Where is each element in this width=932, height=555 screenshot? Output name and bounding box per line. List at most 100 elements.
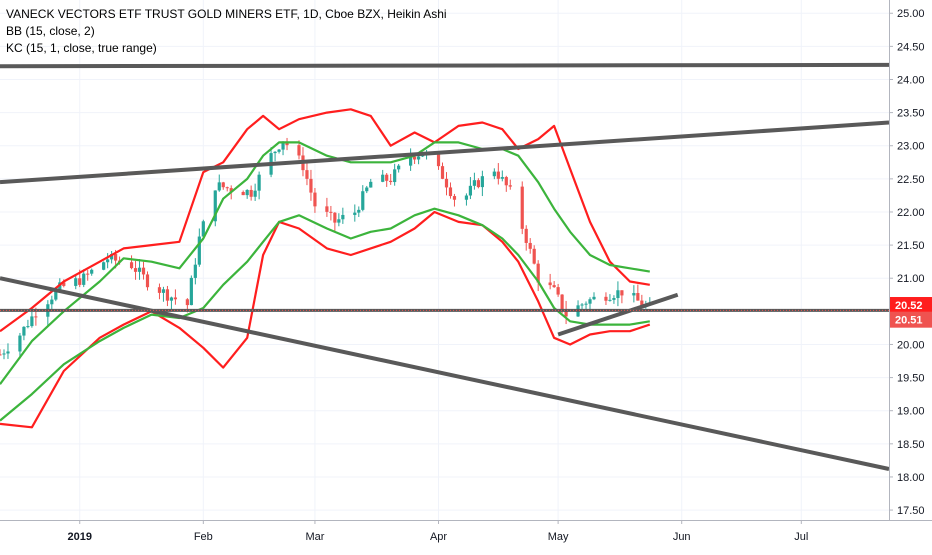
- candle-down: [440, 166, 445, 179]
- price-tick-label: 20.00: [897, 339, 925, 351]
- candle-up: [500, 177, 504, 179]
- price-label-text: 20.52: [895, 300, 923, 312]
- candle-down: [305, 170, 309, 179]
- candle-down: [636, 293, 640, 301]
- candle-up: [616, 290, 620, 299]
- time-tick-label: May: [548, 531, 569, 543]
- candle-down: [309, 178, 313, 193]
- price-tick-label: 19.00: [897, 406, 925, 418]
- trendline-upper-horizontal: [0, 62, 890, 69]
- candle-down: [325, 206, 329, 212]
- candle-down: [86, 273, 90, 275]
- time-tick-label: Jul: [794, 531, 808, 543]
- candle-up: [416, 156, 421, 160]
- candle-down: [520, 186, 524, 229]
- candle-up: [492, 171, 496, 177]
- candle-up: [22, 326, 26, 336]
- candle-up: [472, 180, 476, 186]
- candle-up: [608, 299, 612, 301]
- candle-up: [337, 219, 341, 223]
- candle-up: [201, 221, 205, 237]
- candle-up: [281, 141, 285, 150]
- price-tick-label: 17.50: [897, 505, 925, 517]
- candle-up: [341, 214, 345, 220]
- candle-up: [632, 293, 636, 296]
- candle-down: [141, 267, 146, 275]
- candle-down: [229, 188, 233, 193]
- candle-up: [193, 264, 197, 278]
- price-axis-bg: [889, 0, 932, 550]
- candle-down: [444, 178, 449, 188]
- candle-up: [137, 267, 142, 272]
- candle-down: [62, 282, 66, 286]
- candle-down: [552, 285, 556, 288]
- candle-up: [357, 209, 361, 213]
- candle-down: [496, 171, 500, 179]
- candle-down: [528, 242, 532, 249]
- trendline-rising-channel: [0, 120, 890, 185]
- kc-upper-band: [0, 141, 650, 385]
- candle-up: [217, 182, 221, 191]
- candle-up: [580, 304, 584, 306]
- candle-down: [78, 278, 82, 285]
- candle-up: [353, 212, 357, 215]
- candle-down: [333, 212, 337, 223]
- price-label-text: 20.51: [895, 315, 923, 327]
- candle-up: [213, 190, 217, 222]
- chart-legend: VANECK VECTORS ETF TRUST GOLD MINERS ETF…: [6, 6, 447, 57]
- price-label-box: [890, 311, 932, 328]
- candle-up: [82, 273, 86, 285]
- time-tick-label: 2019: [67, 531, 91, 543]
- candle-up: [161, 289, 166, 293]
- price-tick-label: 21.00: [897, 273, 925, 285]
- candle-down: [221, 182, 225, 188]
- candle-up: [365, 187, 369, 192]
- candle-up: [361, 191, 365, 210]
- candle-up: [50, 299, 54, 305]
- candle-down: [329, 211, 333, 213]
- candle-down: [313, 192, 317, 207]
- candle-up: [26, 326, 30, 328]
- candle-up: [189, 277, 193, 306]
- candle-down: [560, 294, 564, 310]
- trendline-falling-support: [0, 276, 890, 471]
- candle-up: [197, 236, 201, 265]
- candle-up: [169, 297, 174, 301]
- time-tick-label: Feb: [194, 531, 213, 543]
- candle-up: [381, 174, 385, 182]
- candle-down: [297, 145, 301, 156]
- candle-down: [452, 196, 457, 200]
- price-tick-label: 23.00: [897, 141, 925, 153]
- candle-down: [564, 309, 568, 317]
- time-tick-label: Mar: [305, 531, 324, 543]
- candle-down: [524, 228, 528, 243]
- candle-down: [157, 287, 162, 293]
- candle-down: [114, 254, 118, 261]
- candle-down: [173, 297, 178, 300]
- candle-down: [389, 180, 393, 183]
- time-tick-label: Apr: [430, 531, 447, 543]
- candle-up: [480, 176, 484, 188]
- candle-down: [0, 354, 2, 356]
- candle-up: [584, 303, 588, 305]
- candle-down: [536, 263, 540, 283]
- grid-lines: [0, 0, 889, 520]
- kc-legend: KC (15, 1, close, true range): [6, 41, 157, 55]
- candle-down: [640, 300, 644, 306]
- candle-up: [90, 269, 94, 274]
- candle-down: [476, 180, 480, 188]
- candle-down: [604, 296, 608, 301]
- price-tick-label: 24.50: [897, 41, 925, 53]
- candle-up: [6, 351, 10, 354]
- candle-up: [588, 299, 592, 304]
- candle-up: [397, 165, 401, 170]
- candle-down: [165, 289, 170, 301]
- kc-lower-band: [0, 207, 650, 422]
- candle-down: [620, 290, 624, 296]
- candle-down: [225, 187, 229, 189]
- chart-title: VANECK VECTORS ETF TRUST GOLD MINERS ETF…: [6, 7, 447, 21]
- price-tick-label: 23.50: [897, 108, 925, 120]
